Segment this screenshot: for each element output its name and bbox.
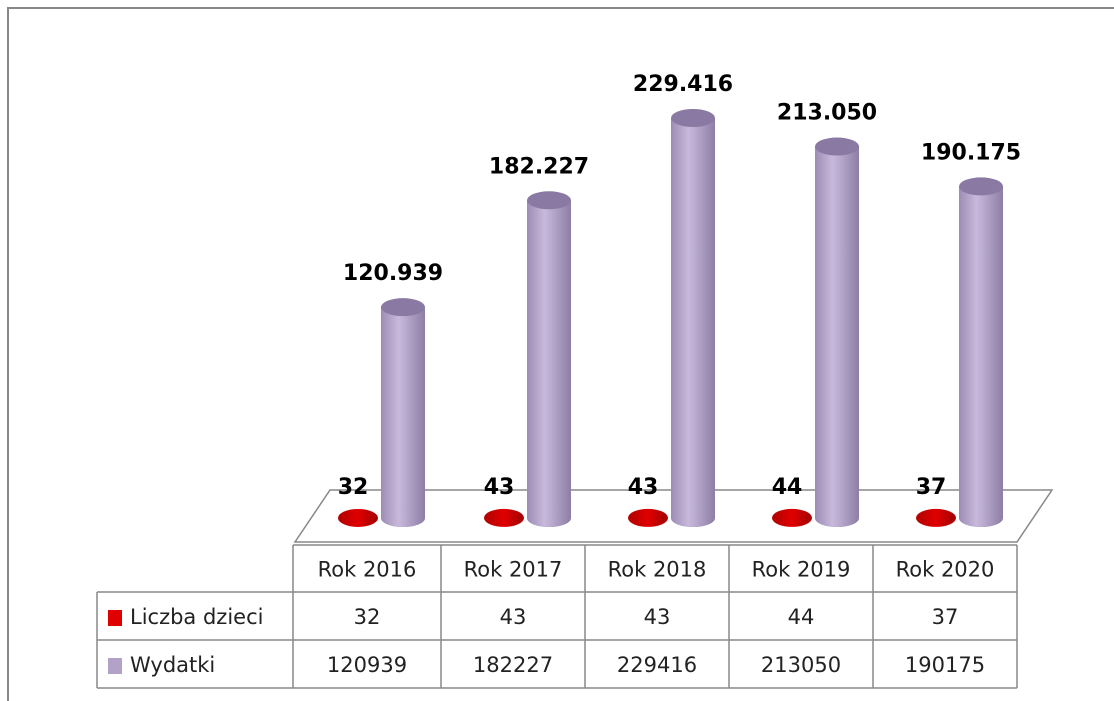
table-cell: 44 <box>788 605 815 629</box>
data-label: 43 <box>628 475 659 500</box>
cylinder-cap <box>959 177 1003 196</box>
data-label: 43 <box>484 475 515 500</box>
x-tick-label: Rok 2018 <box>608 558 707 582</box>
data-label: 182.227 <box>489 154 589 179</box>
cylinder <box>959 186 1003 527</box>
disc <box>484 508 524 527</box>
data-label: 190.175 <box>921 140 1021 165</box>
disc <box>772 508 812 527</box>
chart-border <box>7 7 1114 701</box>
table-cell: 43 <box>500 605 527 629</box>
table-cell: 120939 <box>327 653 407 677</box>
cylinder-cap <box>815 137 859 156</box>
table-cell: 229416 <box>617 653 697 677</box>
table-cell: 190175 <box>905 653 985 677</box>
table-cell: 213050 <box>761 653 841 677</box>
x-tick-label: Rok 2019 <box>752 558 851 582</box>
legend-label: Liczba dzieci <box>130 605 263 629</box>
cylinder <box>381 307 425 527</box>
legend-label: Wydatki <box>130 653 215 677</box>
disc <box>916 508 956 527</box>
data-label: 44 <box>772 475 803 500</box>
disc <box>628 508 668 527</box>
cylinder <box>671 118 715 527</box>
cylinder <box>815 146 859 527</box>
x-tick-label: Rok 2020 <box>896 558 995 582</box>
data-label: 120.939 <box>343 261 443 286</box>
legend-swatch <box>108 610 122 626</box>
data-label: 229.416 <box>633 72 733 97</box>
cylinder <box>527 200 571 527</box>
data-label: 32 <box>338 475 369 500</box>
disc <box>338 508 378 527</box>
cylinder-cap <box>671 109 715 127</box>
data-label: 213.050 <box>777 101 877 126</box>
x-tick-label: Rok 2017 <box>464 558 563 582</box>
cylinder-cap <box>527 191 571 210</box>
table-cell: 37 <box>932 605 959 629</box>
cylinder-cap <box>381 298 425 317</box>
data-label: 37 <box>916 475 947 500</box>
legend-swatch <box>108 658 122 674</box>
table-cell: 43 <box>644 605 671 629</box>
table-cell: 182227 <box>473 653 553 677</box>
table-cell: 32 <box>354 605 381 629</box>
x-tick-label: Rok 2016 <box>318 558 417 582</box>
